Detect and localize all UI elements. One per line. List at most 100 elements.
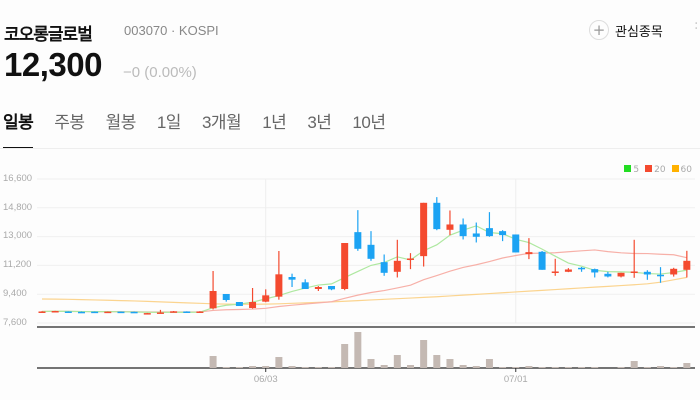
volume-bar: [472, 366, 480, 368]
candle-body: [38, 311, 46, 313]
candle-body: [104, 311, 112, 314]
current-price: 12,300: [4, 46, 102, 83]
stock-code-market: 003070 · KOSPI: [124, 23, 219, 38]
volume-bar: [341, 344, 349, 368]
tab-weekly[interactable]: 주봉: [54, 113, 85, 132]
legend-ma5: 5: [624, 165, 639, 175]
volume-bar: [578, 367, 586, 368]
candle-body: [657, 274, 665, 277]
y-tick-label: 11,200: [3, 259, 32, 270]
y-tick-label: 9,400: [3, 288, 27, 299]
volume-bar: [406, 365, 414, 368]
tab-monthly[interactable]: 월봉: [105, 113, 137, 132]
volume-bar: [235, 367, 243, 368]
candle-body: [617, 272, 625, 277]
candle-body: [380, 262, 388, 273]
candle-body: [249, 302, 257, 309]
volume-bar: [275, 357, 283, 368]
candle-body: [222, 293, 230, 301]
candle-body: [433, 202, 441, 230]
volume-bar: [249, 366, 257, 368]
candle-body: [630, 271, 638, 273]
candle-body: [275, 274, 283, 297]
volume-bar: [525, 366, 533, 368]
candle-body: [77, 311, 85, 314]
price-change: −0 (0.00%): [123, 64, 197, 81]
y-tick-label: 13,000: [3, 230, 33, 241]
volume-bar: [262, 366, 270, 368]
candle-body: [235, 302, 243, 307]
add-watchlist-button[interactable]: + 관심종목: [589, 20, 663, 40]
candle-body: [578, 267, 586, 270]
candle-body: [51, 311, 59, 313]
candle-body: [393, 260, 401, 272]
candle-body: [643, 271, 651, 275]
y-tick-label: 7,600: [3, 317, 27, 328]
volume-bar: [499, 367, 507, 368]
candle-body: [367, 244, 375, 259]
legend-ma20: 20: [645, 165, 666, 175]
volume-bar: [420, 340, 428, 368]
volume-bar: [380, 365, 388, 368]
volume-bar: [591, 367, 599, 368]
y-tick-label: 14,800: [3, 202, 33, 213]
candle-body: [301, 282, 309, 289]
volume-bar: [446, 359, 454, 368]
volume-bar: [367, 359, 375, 368]
volume-bar: [354, 332, 362, 368]
candle-body: [341, 243, 349, 289]
ma5-line: [41, 225, 687, 314]
volume-bar: [657, 366, 665, 368]
volume-bar: [288, 366, 296, 368]
volume-bar: [301, 367, 309, 368]
candle-body: [564, 269, 572, 272]
y-tick-label: 16,600: [3, 173, 33, 184]
candle-body: [117, 311, 125, 314]
tab-1day[interactable]: 1일: [156, 113, 182, 132]
candle-body: [472, 233, 480, 237]
candle-body: [262, 295, 270, 302]
candle-body: [170, 311, 178, 313]
candle-body: [551, 271, 559, 273]
candle-body: [499, 231, 507, 236]
volume-bar: [314, 367, 322, 368]
candle-body: [446, 224, 454, 230]
tab-1year[interactable]: 1년: [262, 113, 287, 132]
candle-body: [209, 291, 217, 309]
candle-body: [406, 258, 414, 260]
candle-body: [604, 273, 612, 277]
ma20-line: [41, 249, 687, 313]
candle-body: [459, 224, 467, 237]
candle-body: [354, 232, 362, 249]
candle-body: [670, 268, 678, 275]
candle-body: [130, 311, 138, 314]
candle-body: [420, 202, 428, 257]
candle-body: [91, 311, 99, 314]
candle-body: [143, 313, 151, 315]
volume-bar: [512, 367, 520, 368]
tab-3months[interactable]: 3개월: [201, 113, 242, 132]
volume-bar: [564, 367, 572, 368]
volume-bar: [670, 367, 678, 368]
chart-legend: 5 20 60: [624, 165, 692, 175]
volume-bar: [683, 363, 691, 368]
candle-body: [156, 312, 164, 314]
volume-bar: [393, 355, 401, 368]
candle-body: [183, 311, 191, 313]
plus-icon: +: [589, 20, 609, 40]
watchlist-label: 관심종목: [615, 24, 663, 40]
candle-body: [538, 251, 546, 270]
more-vertical-icon[interactable]: · ·: [694, 16, 699, 37]
candle-body: [683, 260, 691, 270]
volume-bar: [433, 355, 441, 368]
candle-body: [591, 269, 599, 273]
tab-10years[interactable]: 10년: [352, 113, 386, 132]
volume-bar: [222, 367, 230, 368]
tab-3years[interactable]: 3년: [307, 113, 332, 132]
legend-ma60: 60: [671, 165, 692, 175]
volume-bar: [617, 367, 625, 368]
volume-bar: [485, 359, 493, 368]
candle-body: [288, 277, 296, 280]
tabs-divider: [0, 148, 700, 149]
